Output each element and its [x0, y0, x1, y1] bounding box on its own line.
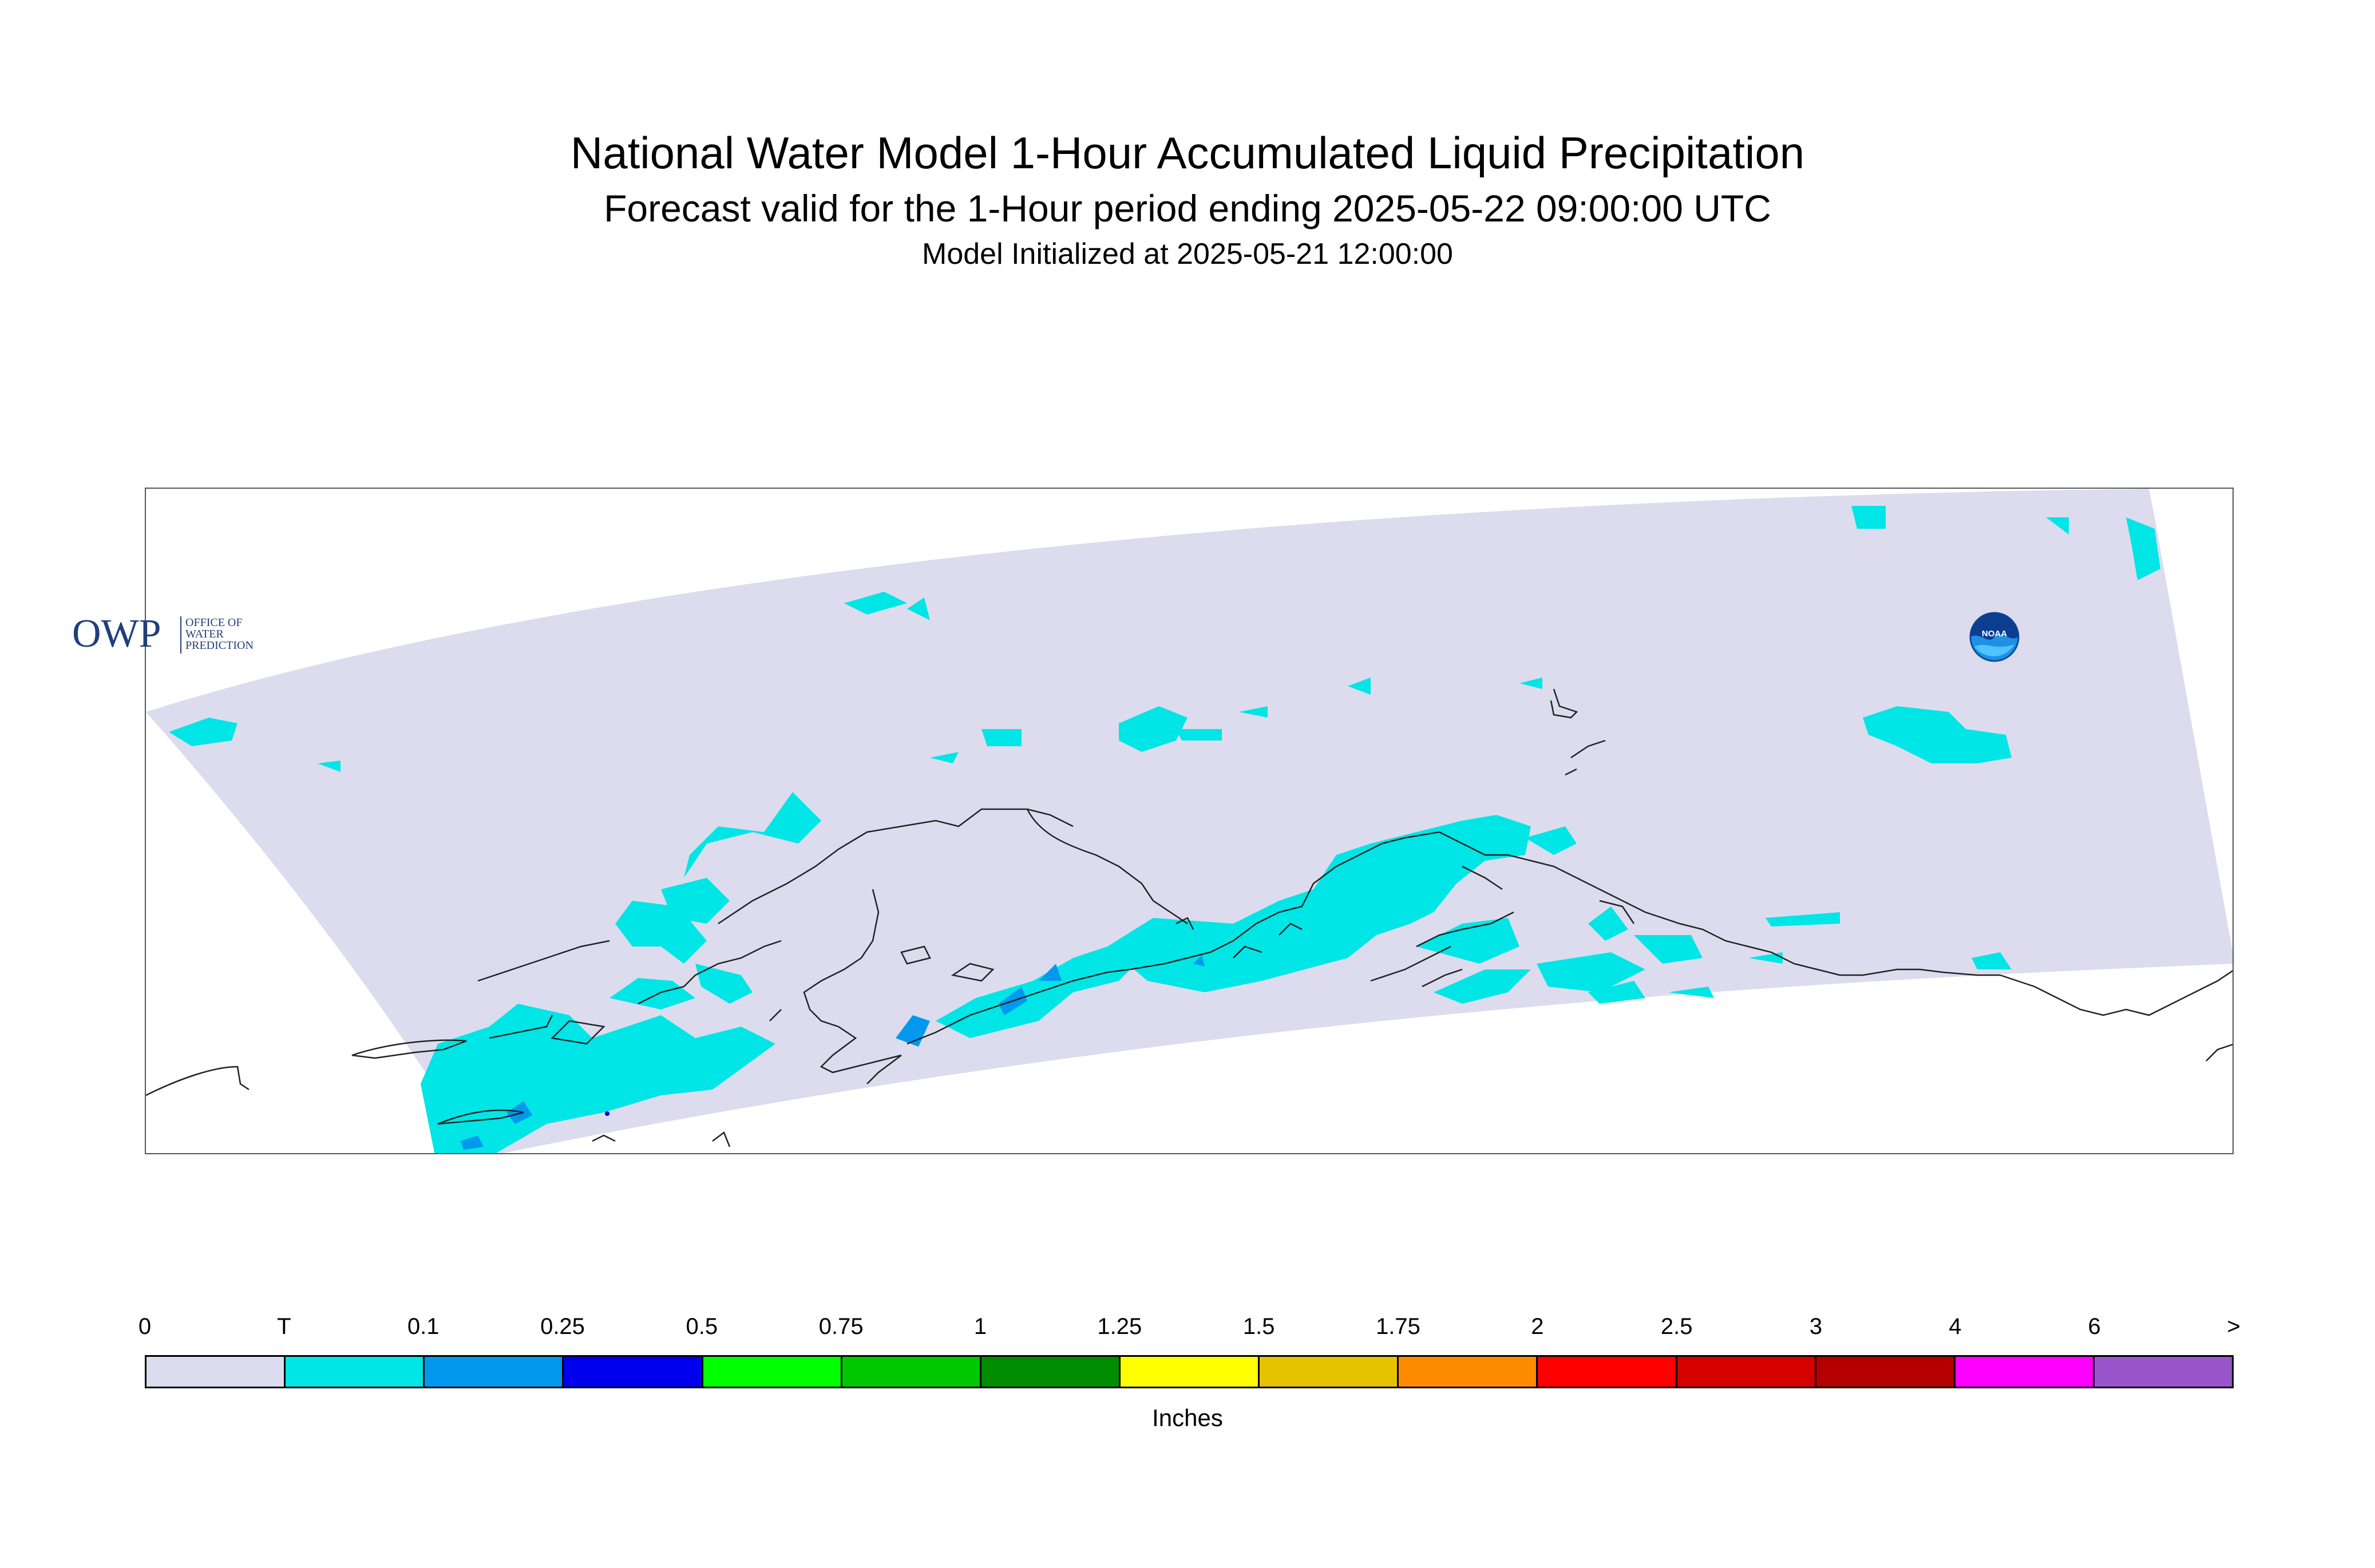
colorbar-swatch	[1677, 1357, 1816, 1387]
precip-0.25-spot	[605, 1111, 609, 1116]
colorbar-tick-label: 1.75	[1376, 1314, 1420, 1339]
colorbar-swatch	[425, 1357, 564, 1387]
colorbar-tick-label: 3	[1809, 1314, 1823, 1339]
colorbar-tick-label: 1	[973, 1314, 987, 1339]
colorbar-swatch	[1260, 1357, 1399, 1387]
colorbar-swatch	[147, 1357, 286, 1387]
colorbar-tick-label: 1.5	[1242, 1314, 1275, 1339]
colorbar-swatch	[1538, 1357, 1677, 1387]
colorbar-swatch	[1399, 1357, 1538, 1387]
colorbar-tick-label: 0.75	[818, 1314, 864, 1339]
colorbar-tick-label: 1.25	[1097, 1314, 1142, 1339]
colorbar-tick-label: 0	[138, 1314, 152, 1339]
colorbar-swatch	[564, 1357, 703, 1387]
trace-precip-areas	[169, 506, 2160, 1153]
colorbar-tick-label: 6	[2088, 1314, 2101, 1339]
colorbar-tick-label: 4	[1949, 1314, 1962, 1339]
colorbar-swatch	[981, 1357, 1121, 1387]
colorbar-swatch	[286, 1357, 425, 1387]
colorbar-swatch	[842, 1357, 981, 1387]
map-panel	[145, 488, 2234, 1154]
colorbar-swatch	[1120, 1357, 1260, 1387]
owp-logo-text: OWP	[72, 613, 161, 656]
colorbar-tick-label: T	[277, 1314, 291, 1339]
map-title: National Water Model 1-Hour Accumulated …	[570, 128, 1805, 178]
colorbar-tick-label: 0.25	[540, 1314, 585, 1339]
noaa-logo: NOAA	[1969, 612, 2020, 662]
noaa-logo-text: NOAA	[1982, 629, 2007, 639]
colorbar-tick-label: 2	[1531, 1314, 1544, 1339]
colorbar-swatch	[1955, 1357, 2095, 1387]
colorbar-tick-label: 0.5	[686, 1314, 718, 1339]
colorbar-tick-label: >	[2227, 1314, 2241, 1339]
map-subtitle: Forecast valid for the 1-Hour period end…	[604, 187, 1771, 229]
owp-logo: OWP OFFICE OF WATER PREDICTION	[72, 613, 254, 656]
colorbar-swatch	[1816, 1357, 1956, 1387]
colorbar-labels: 0 T 0.1 0.25 0.5 0.75 1 1.25 1.5 1.75 2 2.5 3 4 6 >	[138, 1314, 2241, 1348]
owp-logo-sub-3: PREDICTION	[185, 639, 254, 652]
colorbar-swatch	[703, 1357, 842, 1387]
model-init-time: Model Initialized at 2025-05-21 12:00:00	[922, 237, 1453, 271]
coastlines	[146, 688, 2232, 1147]
colorbar-units: Inches	[1152, 1404, 1223, 1431]
colorbar-tick-label: 0.1	[407, 1314, 440, 1339]
owp-logo-sub-2: WATER	[185, 628, 224, 640]
colorbar-tick-label: 2.5	[1660, 1314, 1693, 1339]
colorbar-swatch	[2094, 1357, 2232, 1387]
precipitation-map	[146, 489, 2232, 1153]
owp-logo-sub-1: OFFICE OF	[185, 616, 242, 629]
colorbar	[145, 1355, 2234, 1388]
